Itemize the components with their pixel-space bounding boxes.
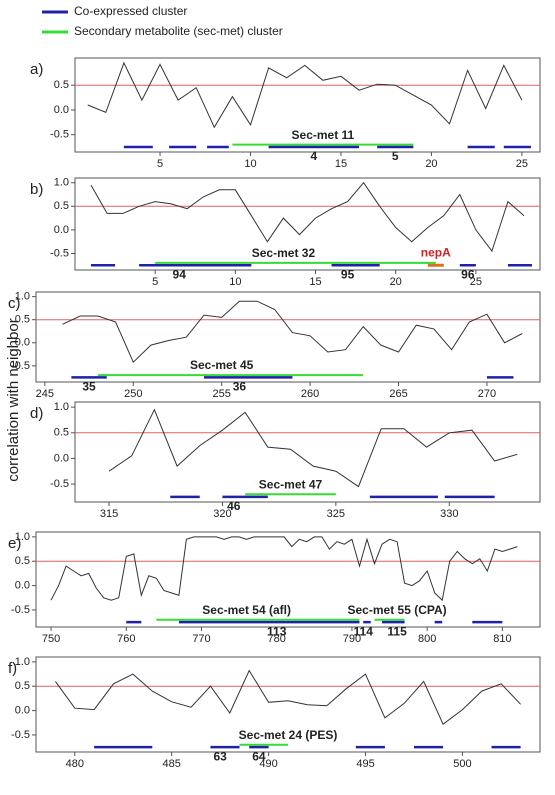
- x-tick-label: 500: [453, 758, 471, 770]
- x-tick-label: 25: [516, 158, 528, 170]
- coexpressed-label: 63: [213, 749, 227, 763]
- x-tick-label: 10: [229, 276, 241, 288]
- y-tick-label: 1.0: [15, 656, 30, 668]
- y-tick-label: 1.0: [54, 177, 69, 189]
- x-tick-label: 15: [309, 276, 321, 288]
- panel-label: f): [8, 660, 17, 677]
- y-tick-label: 1.0: [15, 531, 30, 543]
- y-tick-label: 0.0: [15, 579, 30, 591]
- legend-label: Secondary metabolite (sec-met) cluster: [74, 24, 283, 38]
- coexpressed-label: 96: [461, 267, 475, 281]
- x-tick-label: 255: [213, 388, 231, 400]
- y-tick-label: 0.0: [15, 337, 30, 349]
- x-tick-label: 270: [478, 388, 496, 400]
- y-tick-label: 0.0: [54, 452, 69, 464]
- coexpressed-label: 46: [227, 499, 241, 513]
- y-tick-label: 0.5: [15, 680, 30, 692]
- correlation-line: [108, 408, 518, 488]
- x-tick-label: 800: [418, 633, 436, 645]
- x-tick-label: 770: [192, 633, 210, 645]
- x-tick-label: 5: [157, 158, 163, 170]
- correlation-line: [90, 181, 525, 253]
- secmet-label: Sec-met 24 (PES): [239, 728, 338, 742]
- secmet-label: Sec-met 11: [292, 128, 355, 142]
- y-tick-label: -0.5: [11, 604, 30, 616]
- coexpressed-label: 115: [387, 624, 407, 638]
- coexpressed-label: 94: [173, 267, 187, 281]
- x-tick-label: 10: [244, 158, 256, 170]
- x-tick-label: 495: [356, 758, 374, 770]
- x-tick-label: 260: [301, 388, 319, 400]
- y-tick-label: 1.0: [54, 401, 69, 413]
- y-tick-label: -0.5: [11, 360, 30, 372]
- coexpressed-label: 95: [341, 267, 355, 281]
- y-tick-label: 1.0: [15, 291, 30, 303]
- correlation-line: [54, 669, 521, 725]
- x-tick-label: 780: [268, 633, 286, 645]
- x-tick-label: 20: [425, 158, 437, 170]
- y-tick-label: 0.5: [15, 314, 30, 326]
- x-tick-label: 485: [163, 758, 181, 770]
- coexpressed-label: 5: [392, 149, 399, 163]
- panel-label: e): [8, 535, 21, 552]
- y-tick-label: 0.0: [54, 224, 69, 236]
- x-tick-label: 325: [327, 508, 345, 520]
- y-tick-label: -0.5: [50, 478, 69, 490]
- y-tick-label: -0.5: [11, 729, 30, 741]
- x-tick-label: 25: [470, 276, 482, 288]
- secmet-label: Sec-met 55 (CPA): [348, 603, 447, 617]
- coexpressed-label: 64: [252, 749, 266, 763]
- coexpressed-label: 36: [233, 380, 247, 394]
- plot-frame: [35, 531, 541, 628]
- y-tick-label: -0.5: [50, 129, 69, 141]
- correlation-line: [50, 536, 518, 602]
- x-tick-label: 315: [100, 508, 118, 520]
- correlation-line: [62, 300, 523, 364]
- x-tick-label: 245: [36, 388, 54, 400]
- secmet-label: Sec-met 45: [190, 358, 254, 372]
- x-tick-label: 760: [117, 633, 135, 645]
- secmet-label: Sec-met 32: [252, 246, 316, 260]
- gene-label: nepA: [421, 245, 451, 259]
- panel-label: c): [8, 295, 21, 312]
- panel-label: b): [30, 181, 43, 198]
- secmet-label: Sec-met 54 (afl): [202, 603, 291, 617]
- x-tick-label: 20: [390, 276, 402, 288]
- y-tick-label: -0.5: [50, 247, 69, 259]
- y-tick-label: 0.0: [15, 704, 30, 716]
- plot-frame: [35, 291, 541, 383]
- secmet-label: Sec-met 47: [259, 477, 323, 491]
- x-tick-label: 330: [440, 508, 458, 520]
- coexpressed-label: 114: [354, 624, 374, 638]
- x-tick-label: 480: [66, 758, 84, 770]
- y-tick-label: 0.5: [54, 427, 69, 439]
- x-tick-label: 810: [493, 633, 511, 645]
- y-tick-label: 0.0: [54, 104, 69, 116]
- x-tick-label: 15: [335, 158, 347, 170]
- plot-frame: [74, 401, 541, 503]
- plot-frame: [74, 177, 541, 271]
- y-tick-label: 0.5: [54, 200, 69, 212]
- panel-label: d): [30, 405, 43, 422]
- y-axis-label: correlation with neighbor: [5, 318, 22, 481]
- coexpressed-label: 4: [310, 149, 317, 163]
- x-tick-label: 265: [389, 388, 407, 400]
- coexpressed-label: 113: [267, 624, 287, 638]
- coexpressed-label: 35: [82, 380, 96, 394]
- x-tick-label: 790: [343, 633, 361, 645]
- x-tick-label: 5: [152, 276, 158, 288]
- y-tick-label: 0.5: [15, 555, 30, 567]
- plot-frame: [35, 656, 541, 753]
- x-tick-label: 320: [213, 508, 231, 520]
- panel-label: a): [30, 61, 43, 78]
- x-tick-label: 250: [124, 388, 142, 400]
- plot-frame: [74, 57, 541, 153]
- legend-label: Co-expressed cluster: [74, 4, 187, 18]
- x-tick-label: 750: [42, 633, 60, 645]
- correlation-line: [87, 61, 523, 129]
- x-tick-label: 490: [259, 758, 277, 770]
- y-tick-label: 0.5: [54, 79, 69, 91]
